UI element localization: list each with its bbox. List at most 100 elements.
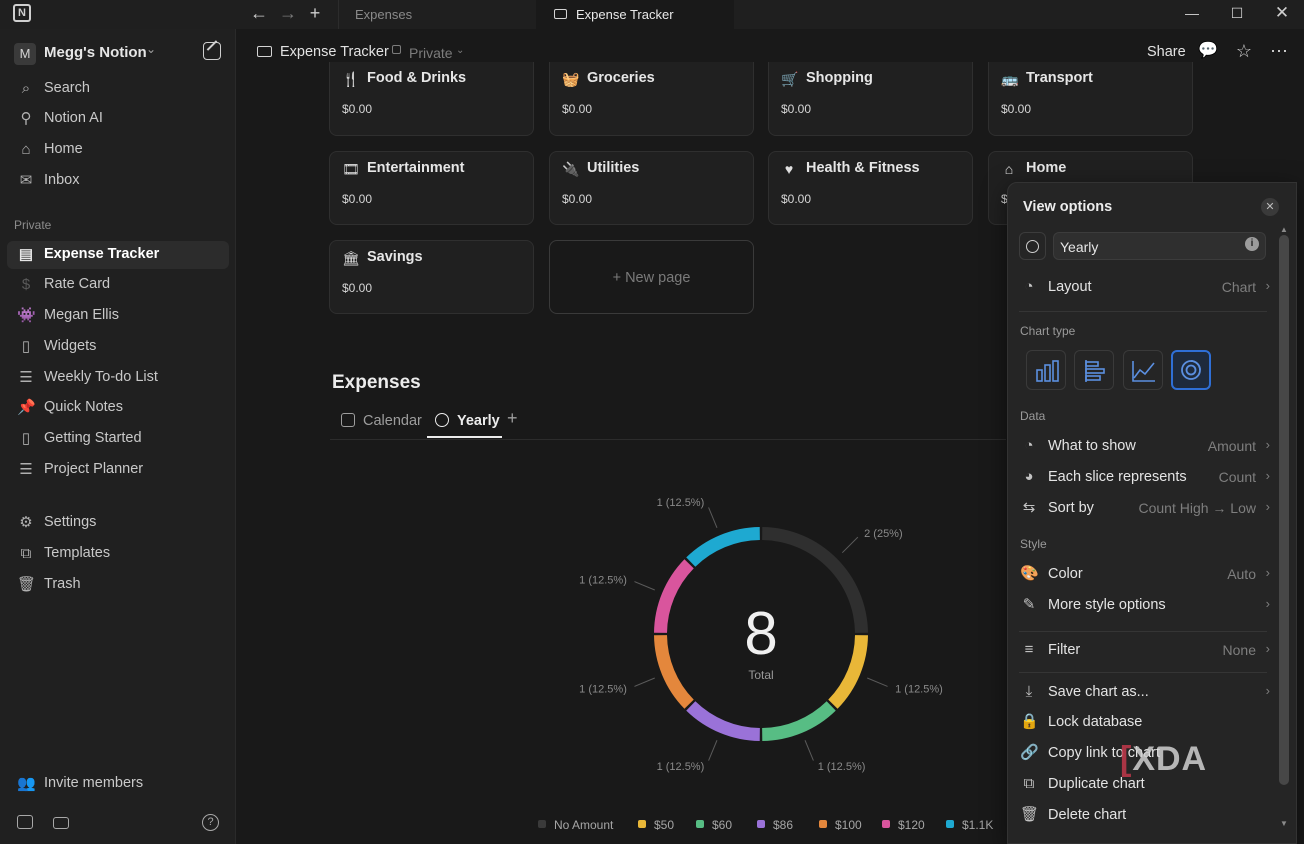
donut-slice[interactable]	[654, 559, 694, 633]
invader-icon: 👾	[17, 307, 36, 324]
lock-database-option[interactable]: 🔒 Lock database	[1014, 707, 1272, 737]
sidebar-item-weekly-todo[interactable]: ☰ Weekly To-do List	[7, 364, 229, 392]
sidebar-item-getting-started[interactable]: ▯ Getting Started	[7, 425, 229, 453]
sidebar-item-megan-ellis[interactable]: 👾 Megan Ellis	[7, 302, 229, 330]
card-food-drinks[interactable]: 🍴 Food & Drinks $0.00	[329, 62, 534, 136]
sidebar-item-project-planner[interactable]: ☰ Project Planner	[7, 456, 229, 484]
database-title[interactable]: Expenses	[332, 372, 421, 393]
card-title: Savings	[367, 249, 423, 265]
donut-slice[interactable]	[762, 701, 836, 741]
scroll-up-icon[interactable]: ▲	[1280, 225, 1288, 234]
close-window-icon[interactable]: ✕	[1274, 3, 1290, 22]
house-icon: ⌂	[1004, 161, 1014, 177]
sidebar-item-notion-ai[interactable]: ⚲ Notion AI	[7, 105, 229, 133]
mail-icon[interactable]	[53, 817, 69, 829]
sidebar-item-expense-tracker[interactable]: ▤ Expense Tracker	[7, 241, 229, 269]
forward-arrow-icon[interactable]: →	[279, 3, 297, 23]
tab-expenses[interactable]: Expenses	[338, 0, 536, 29]
invite-members-button[interactable]: 👥 Invite members	[7, 770, 229, 798]
maximize-icon[interactable]: ☐	[1230, 5, 1244, 21]
sidebar-item-widgets[interactable]: ▯ Widgets	[7, 333, 229, 361]
back-arrow-icon[interactable]: ←	[250, 3, 268, 23]
color-option[interactable]: 🎨 Color Auto ›	[1014, 559, 1272, 589]
chevron-down-icon: ⌄	[456, 45, 465, 56]
donut-slice[interactable]	[828, 635, 868, 709]
card-utilities[interactable]: 🔌 Utilities $0.00	[549, 151, 754, 225]
share-button[interactable]: Share	[1147, 44, 1186, 60]
invite-members-label: Invite members	[44, 775, 144, 791]
sidebar-item-home[interactable]: ⌂ Home	[7, 136, 229, 164]
card-title: Home	[1026, 160, 1067, 176]
sidebar-item-inbox[interactable]: ✉ Inbox	[7, 167, 229, 195]
slice-label: 1 (12.5%)	[818, 761, 866, 773]
card-title: Entertainment	[367, 160, 465, 176]
list-icon: ☰	[19, 369, 33, 386]
donut-slice[interactable]	[686, 701, 760, 741]
option-label: Save chart as...	[1048, 684, 1149, 700]
card-groceries[interactable]: 🧺 Groceries $0.00	[549, 62, 754, 136]
option-value: Chart	[1221, 279, 1256, 295]
new-page-card[interactable]: + New page	[549, 240, 754, 314]
what-to-show-option[interactable]: ◔ What to show Amount ›	[1014, 431, 1272, 461]
copy-link-option[interactable]: 🔗 Copy link to chart	[1014, 738, 1272, 768]
card-savings[interactable]: 🏛 Savings $0.00	[329, 240, 534, 314]
card-transport[interactable]: 🚌 Transport $0.00	[988, 62, 1193, 136]
delete-chart-option[interactable]: 🗑 Delete chart	[1014, 800, 1272, 830]
label-leader-line	[634, 581, 655, 591]
page-icon: ▯	[21, 430, 31, 447]
sidebar-item-label: Templates	[44, 545, 111, 561]
help-icon[interactable]: ?	[202, 814, 219, 831]
donut-slice[interactable]	[762, 527, 868, 633]
legend-label: $100	[835, 818, 862, 832]
sidebar-item-settings[interactable]: ⚙ Settings	[7, 509, 229, 537]
add-view-button[interactable]: +	[507, 408, 518, 428]
layout-option[interactable]: ◔ Layout Chart ›	[1014, 272, 1272, 302]
calendar-icon[interactable]	[17, 815, 33, 829]
new-tab-icon[interactable]: +	[309, 3, 321, 23]
duplicate-chart-option[interactable]: ⧉ Duplicate chart	[1014, 769, 1272, 799]
panel-scrollbar[interactable]	[1279, 235, 1289, 785]
tab-expense-tracker[interactable]: Expense Tracker	[536, 0, 734, 29]
star-icon[interactable]: ☆	[1235, 41, 1253, 61]
more-style-options[interactable]: ✎ More style options ›	[1014, 590, 1272, 620]
card-value: $0.00	[562, 192, 593, 206]
comment-icon[interactable]: 💬	[1198, 42, 1218, 59]
data-section-label: Data	[1020, 409, 1046, 423]
legend-swatch	[638, 820, 646, 828]
line-chart-button[interactable]	[1123, 350, 1163, 390]
sidebar-item-quick-notes[interactable]: 📌 Quick Notes	[7, 394, 229, 422]
info-icon[interactable]: i	[1245, 237, 1259, 251]
view-tab-calendar[interactable]: Calendar	[341, 410, 422, 438]
scroll-down-icon[interactable]: ▼	[1280, 819, 1288, 828]
privacy-label[interactable]: Private	[409, 45, 453, 61]
donut-slice[interactable]	[654, 635, 694, 709]
breadcrumb-page-title[interactable]: Expense Tracker	[280, 44, 389, 60]
view-tab-yearly[interactable]: Yearly	[427, 410, 502, 438]
filter-option[interactable]: ≡ Filter None ›	[1014, 635, 1272, 665]
sidebar-item-templates[interactable]: ⧉ Templates	[7, 540, 229, 568]
view-icon-button[interactable]	[1019, 232, 1046, 260]
new-page-icon[interactable]	[203, 42, 221, 60]
card-health-fitness[interactable]: ♥ Health & Fitness $0.00	[768, 151, 973, 225]
view-name-input[interactable]: Yearly	[1053, 232, 1266, 260]
sidebar-section-private: Private	[14, 218, 52, 232]
each-slice-represents-option[interactable]: ◕ Each slice represents Count ›	[1014, 462, 1272, 492]
vertical-bar-chart-button[interactable]	[1026, 350, 1066, 390]
donut-chart-button[interactable]	[1171, 350, 1211, 390]
sidebar-item-rate-card[interactable]: $ Rate Card	[7, 271, 229, 299]
sort-by-option[interactable]: ⇆ Sort by Count High → Low ›	[1014, 493, 1272, 523]
more-icon[interactable]: ⋯	[1270, 41, 1288, 61]
donut-slice[interactable]	[686, 527, 760, 567]
sidebar-item-trash[interactable]: 🗑 Trash	[7, 571, 229, 599]
horizontal-bar-chart-button[interactable]	[1074, 350, 1114, 390]
chevron-right-icon: ›	[1265, 641, 1270, 656]
workspace-avatar: M	[14, 43, 36, 65]
close-icon[interactable]: ✕	[1261, 198, 1279, 216]
sidebar-item-search[interactable]: ⌕ Search	[7, 75, 229, 103]
save-chart-as-option[interactable]: ⤓ Save chart as... ›	[1014, 677, 1272, 707]
chevron-right-icon: ›	[1265, 468, 1270, 483]
sidebar-item-label: Settings	[44, 514, 97, 530]
minimize-icon[interactable]: —	[1185, 5, 1199, 21]
card-shopping[interactable]: 🛒 Shopping $0.00	[768, 62, 973, 136]
card-entertainment[interactable]: 🎞 Entertainment $0.00	[329, 151, 534, 225]
